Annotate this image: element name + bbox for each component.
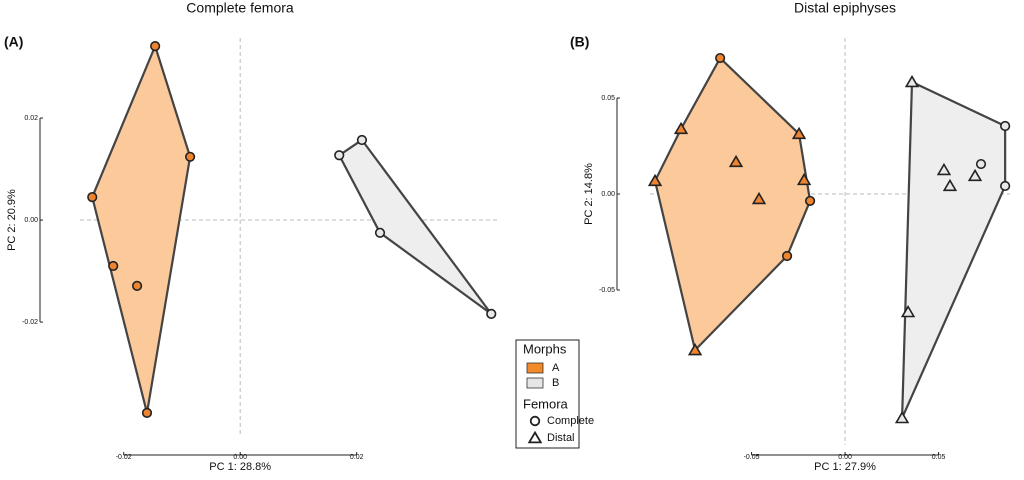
point-circle (141, 407, 153, 418)
point-circle (804, 195, 816, 207)
point-triangle (894, 411, 910, 424)
legend-label: A (552, 362, 560, 374)
legend-label: Complete (547, 415, 594, 427)
point-circle (131, 280, 143, 291)
point-circle (334, 150, 345, 161)
point-circle (715, 52, 726, 64)
point-triangle (687, 343, 703, 356)
point-circle (184, 151, 196, 162)
y-tick-label: 0.05 (601, 95, 615, 102)
point-circle (108, 260, 119, 272)
chart-title: Distal epiphyses (794, 0, 896, 16)
point-triangle (751, 191, 767, 205)
x-axis-label: PC 1: 27.9% (814, 461, 876, 473)
x-axis-label: PC 1: 28.8% (209, 461, 271, 473)
point-triangle (796, 172, 812, 186)
x-tick-label: 0.00 (233, 454, 247, 461)
panel-label: (B) (570, 34, 589, 50)
point-triangle (673, 121, 689, 135)
hull (900, 80, 1007, 420)
panel-label: (A) (4, 34, 23, 50)
legend-symbol (527, 430, 543, 444)
point-circle (374, 227, 386, 238)
hull (338, 138, 493, 316)
x-tick-label: 0.00 (838, 454, 852, 461)
point-circle (356, 134, 368, 146)
y-axis-label: PC 2: 14.8% (583, 163, 595, 225)
y-axis-label: PC 2: 20.9% (6, 189, 18, 251)
legend-label: B (552, 377, 559, 389)
point-circle (150, 41, 161, 52)
legend-swatch (526, 377, 544, 389)
x-tick-label: 0.02 (350, 454, 364, 461)
y-tick-label: -0.02 (22, 319, 38, 326)
point-circle (1000, 120, 1011, 132)
legend-symbol (529, 415, 541, 427)
y-tick-label: -0.05 (599, 287, 615, 294)
legend-swatch (526, 362, 544, 374)
point-triangle (904, 74, 920, 88)
point-triangle (967, 168, 983, 182)
point-circle (1000, 180, 1011, 192)
y-tick-label: 0.00 (601, 191, 615, 198)
point-triangle (900, 305, 916, 318)
point-circle (781, 250, 793, 262)
point-circle (87, 192, 98, 203)
x-tick-label: -0.02 (116, 454, 132, 461)
hull (91, 45, 192, 414)
x-tick-label: 0.05 (932, 454, 946, 461)
point-triangle (791, 126, 807, 140)
legend-label: Distal (547, 432, 575, 444)
y-tick-label: 0.00 (24, 217, 38, 224)
hull (653, 56, 812, 352)
x-tick-label: -0.05 (744, 454, 760, 461)
legend-box (515, 339, 580, 449)
legend-title: Femora (523, 396, 569, 411)
point-triangle (728, 154, 744, 168)
legend-title: Morphs (523, 341, 567, 356)
chart-title: Complete femora (186, 0, 294, 16)
point-circle (975, 158, 987, 170)
point-triangle (942, 178, 958, 192)
point-triangle (647, 173, 663, 187)
point-circle (486, 308, 497, 320)
y-tick-label: 0.02 (24, 115, 38, 122)
point-triangle (936, 162, 952, 176)
